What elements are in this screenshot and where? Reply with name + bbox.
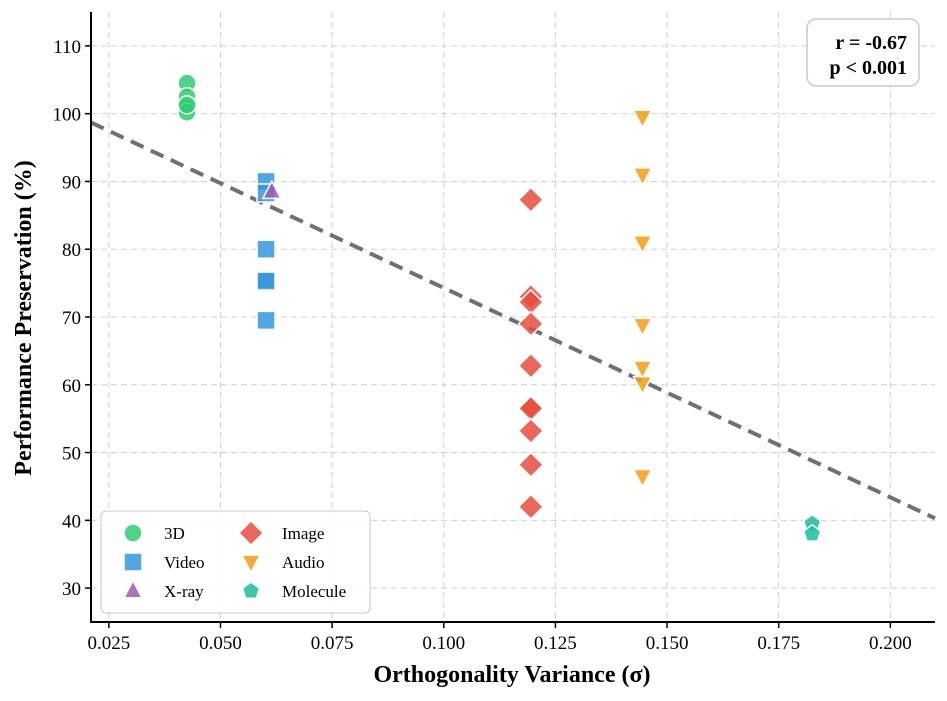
stats-annotation: r = -0.67 p < 0.001 bbox=[806, 18, 920, 87]
data-points bbox=[177, 73, 822, 542]
x-tick-label: 0.050 bbox=[199, 633, 242, 654]
data-point-video bbox=[256, 239, 276, 259]
legend-label-x-ray: X-ray bbox=[164, 582, 204, 601]
data-point-audio bbox=[632, 109, 653, 130]
legend-label-image: Image bbox=[282, 524, 324, 543]
data-point-image bbox=[517, 186, 545, 213]
data-point-audio bbox=[632, 360, 653, 380]
y-ticks: 30 40 50 60 70 80 90 100 110 bbox=[53, 37, 91, 600]
data-point-image bbox=[517, 352, 545, 380]
x-ticks: 0.025 0.050 0.075 0.100 0.125 0.150 0.175 0.200 bbox=[87, 622, 912, 654]
legend-marker-3d bbox=[123, 523, 143, 543]
x-tick-label: 0.125 bbox=[534, 633, 577, 654]
data-point-image bbox=[517, 493, 545, 520]
data-point-image bbox=[517, 417, 545, 445]
legend-marker-audio bbox=[240, 554, 262, 574]
legend-box bbox=[100, 510, 371, 614]
y-tick-label: 80 bbox=[62, 240, 81, 261]
legend-marker-molecule bbox=[241, 581, 261, 600]
legend-marker-image bbox=[237, 519, 265, 547]
y-tick-label: 60 bbox=[62, 376, 81, 397]
data-point-image bbox=[517, 310, 545, 337]
y-tick-label: 50 bbox=[62, 444, 81, 465]
x-axis-label: Orthogonality Variance (σ) bbox=[373, 662, 650, 688]
data-point-audio bbox=[632, 234, 653, 255]
legend-label-molecule: Molecule bbox=[282, 582, 346, 601]
data-point-molecule bbox=[802, 523, 822, 542]
x-tick-label: 0.175 bbox=[757, 633, 800, 654]
legend: 3D Video X-ray Image Audio Molecule bbox=[100, 510, 371, 614]
x-tick-label: 0.100 bbox=[422, 633, 465, 654]
x-tick-label: 0.200 bbox=[869, 633, 912, 654]
stats-box bbox=[806, 18, 920, 87]
trend-line bbox=[90, 120, 936, 521]
y-tick-label: 70 bbox=[62, 308, 81, 329]
y-tick-label: 100 bbox=[53, 105, 82, 126]
y-axis-label: Performance Preservation (%) bbox=[11, 160, 37, 475]
y-tick-label: 40 bbox=[62, 511, 81, 532]
data-point-video bbox=[256, 310, 276, 331]
x-tick-label: 0.150 bbox=[646, 633, 689, 654]
data-point-video bbox=[256, 271, 276, 291]
data-point-3d bbox=[177, 95, 197, 115]
data-point-x-ray bbox=[261, 179, 283, 200]
pvalue-text: p < 0.001 bbox=[829, 57, 907, 79]
x-tick-label: 0.025 bbox=[87, 633, 130, 654]
data-point-audio bbox=[632, 317, 653, 338]
data-point-audio bbox=[632, 375, 653, 396]
data-point-audio bbox=[632, 167, 653, 187]
correlation-text: r = -0.67 bbox=[835, 32, 907, 54]
y-tick-label: 30 bbox=[62, 579, 81, 600]
legend-label-3d: 3D bbox=[164, 524, 185, 543]
legend-marker-video bbox=[123, 552, 143, 572]
legend-marker-x-ray bbox=[122, 579, 144, 599]
legend-label-audio: Audio bbox=[282, 553, 325, 572]
data-point-audio bbox=[632, 468, 653, 489]
x-tick-label: 0.075 bbox=[311, 633, 354, 654]
data-point-image bbox=[517, 451, 545, 478]
y-tick-label: 110 bbox=[53, 37, 81, 58]
data-point-image bbox=[517, 395, 545, 422]
y-tick-label: 90 bbox=[62, 172, 81, 193]
legend-label-video: Video bbox=[164, 553, 205, 572]
